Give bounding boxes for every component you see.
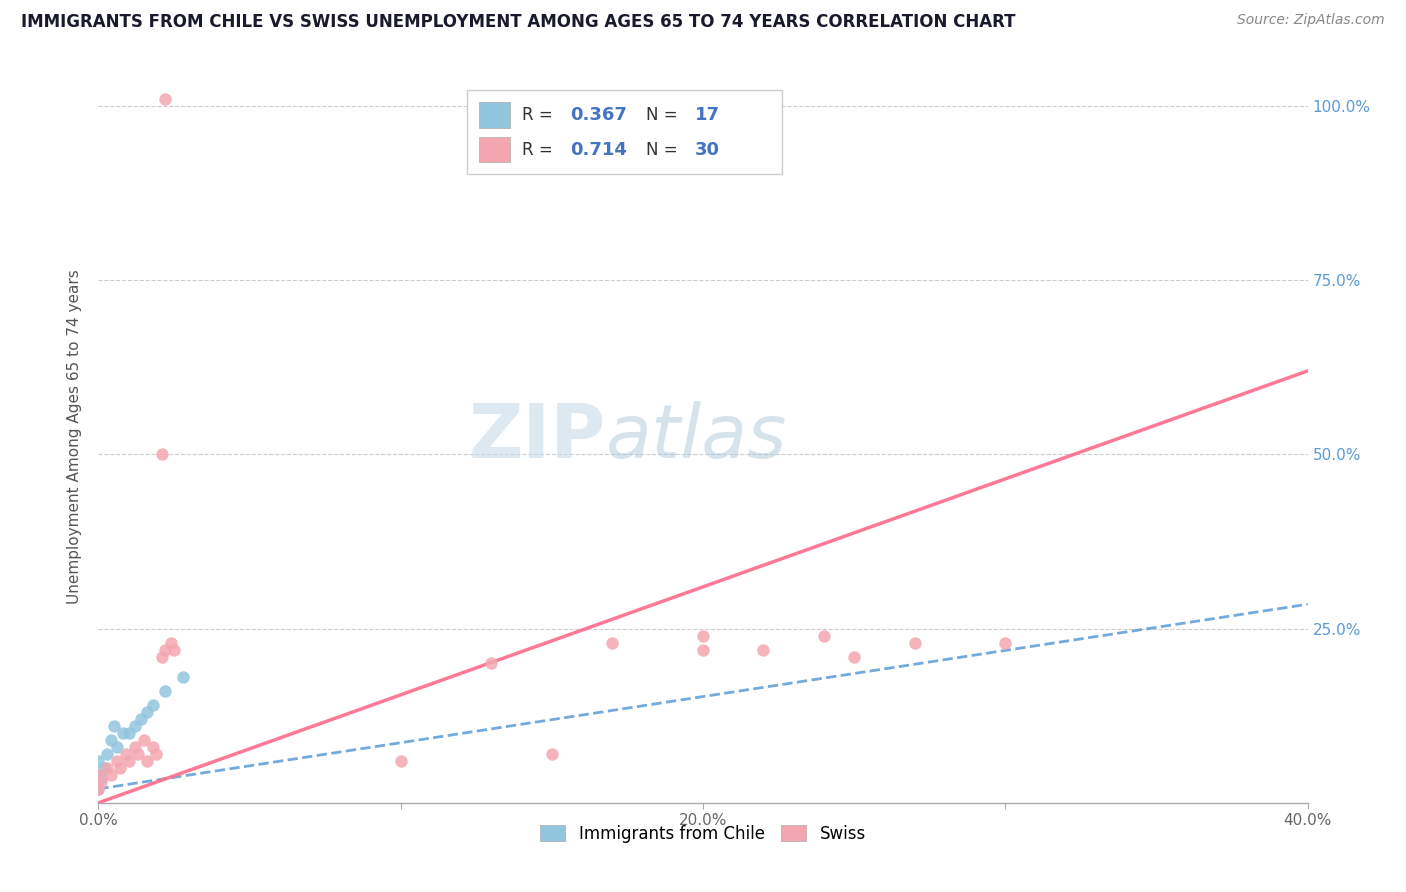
Point <box>172 670 194 684</box>
Text: R =: R = <box>522 106 558 124</box>
FancyBboxPatch shape <box>479 136 509 162</box>
Point <box>135 754 157 768</box>
Point <box>602 635 624 649</box>
Point <box>153 92 176 106</box>
Point <box>87 781 110 796</box>
Text: 0.714: 0.714 <box>569 141 627 159</box>
Text: 0.367: 0.367 <box>569 106 627 124</box>
Text: Source: ZipAtlas.com: Source: ZipAtlas.com <box>1237 13 1385 28</box>
Point <box>163 642 186 657</box>
Text: N =: N = <box>647 106 683 124</box>
Point <box>752 642 775 657</box>
Point <box>904 635 927 649</box>
Point <box>135 705 157 719</box>
Text: N =: N = <box>647 141 683 159</box>
Legend: Immigrants from Chile, Swiss: Immigrants from Chile, Swiss <box>533 818 873 849</box>
Text: 17: 17 <box>695 106 720 124</box>
Point <box>87 754 110 768</box>
Point <box>93 761 115 775</box>
Point <box>90 772 112 786</box>
Text: ZIP: ZIP <box>470 401 606 474</box>
Point <box>132 733 155 747</box>
Point <box>145 747 167 761</box>
Point <box>153 642 176 657</box>
Point <box>129 712 152 726</box>
Point <box>96 747 118 761</box>
Point <box>114 747 136 761</box>
Point <box>87 781 110 796</box>
Point <box>150 649 173 664</box>
Point <box>142 698 165 713</box>
Point <box>105 754 128 768</box>
Point <box>124 719 146 733</box>
Point <box>844 649 866 664</box>
Point <box>105 740 128 755</box>
Point <box>103 719 125 733</box>
Point <box>100 733 122 747</box>
Y-axis label: Unemployment Among Ages 65 to 74 years: Unemployment Among Ages 65 to 74 years <box>67 269 83 605</box>
Point <box>118 726 141 740</box>
Point <box>692 629 714 643</box>
Point <box>111 726 134 740</box>
Point <box>540 747 562 761</box>
Text: R =: R = <box>522 141 558 159</box>
Point <box>108 761 131 775</box>
FancyBboxPatch shape <box>467 90 782 174</box>
Text: IMMIGRANTS FROM CHILE VS SWISS UNEMPLOYMENT AMONG AGES 65 TO 74 YEARS CORRELATIO: IMMIGRANTS FROM CHILE VS SWISS UNEMPLOYM… <box>21 13 1015 31</box>
Point <box>389 754 412 768</box>
Point <box>124 740 146 755</box>
Point <box>994 635 1017 649</box>
Text: 30: 30 <box>695 141 720 159</box>
Point <box>127 747 149 761</box>
Point <box>87 768 110 782</box>
Point <box>87 768 110 782</box>
Point <box>813 629 835 643</box>
Point <box>481 657 503 671</box>
Point <box>96 761 118 775</box>
Point <box>160 635 183 649</box>
Point <box>118 754 141 768</box>
Point <box>153 684 176 698</box>
Point <box>150 448 173 462</box>
Point <box>142 740 165 755</box>
Point <box>692 642 714 657</box>
Text: atlas: atlas <box>606 401 787 473</box>
FancyBboxPatch shape <box>479 103 509 128</box>
Point <box>100 768 122 782</box>
Point <box>90 775 112 789</box>
